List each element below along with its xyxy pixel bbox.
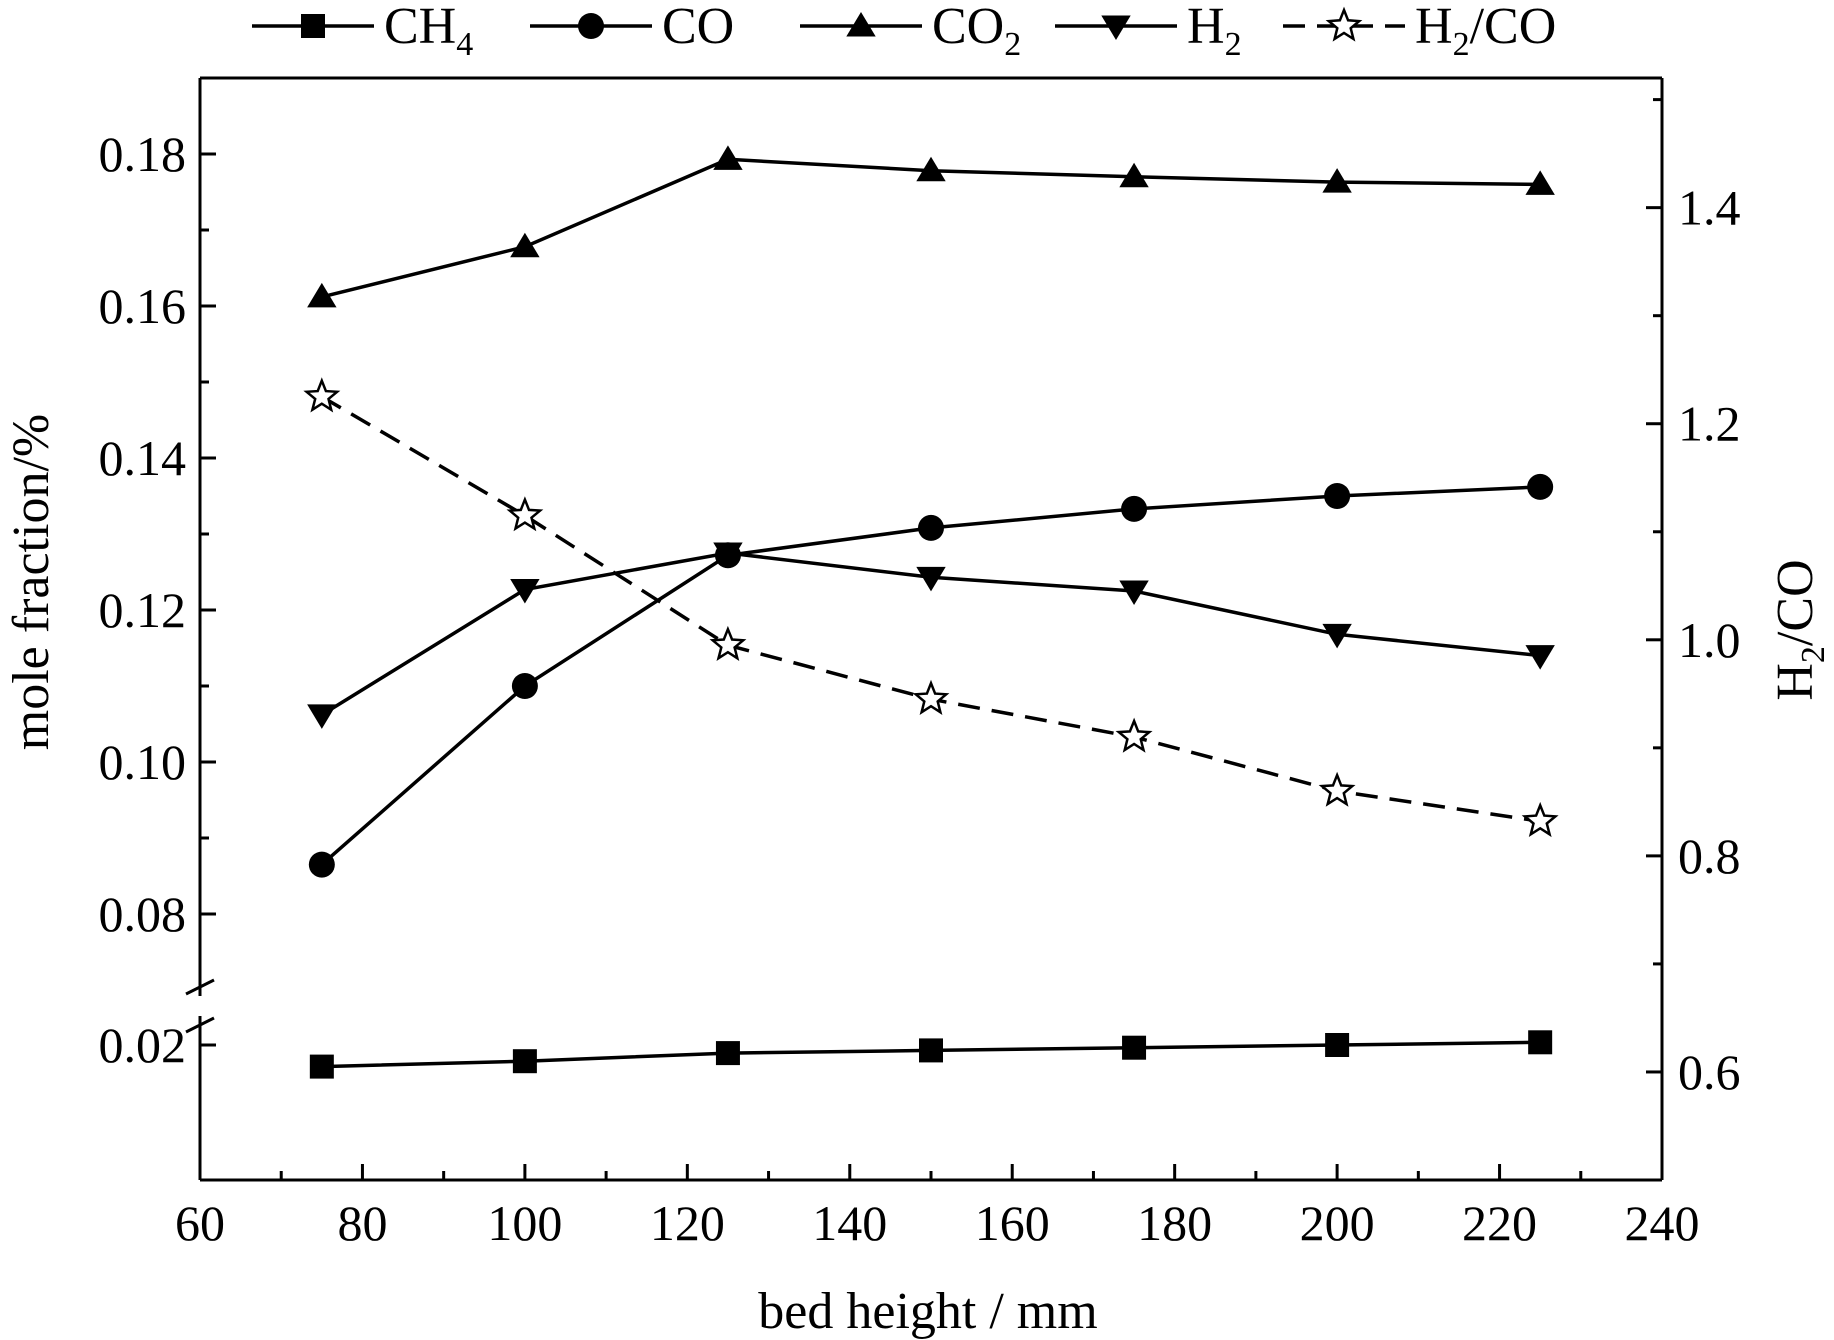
data-point [307, 282, 337, 308]
y-tick-label: 0.10 [99, 734, 187, 790]
data-point [1528, 1030, 1553, 1055]
data-point [512, 1049, 537, 1074]
legend-label-sub: 4 [456, 26, 473, 63]
data-point [918, 514, 944, 541]
y2-tick-label: 1.0 [1678, 612, 1741, 668]
data-point [511, 673, 538, 699]
data-point [1122, 1035, 1147, 1060]
data-point [1521, 801, 1559, 838]
legend-item: CH4 [252, 0, 473, 63]
legend-label-sub: 2 [1453, 26, 1470, 63]
data-point [713, 145, 743, 170]
legend-label: CO2 [932, 0, 1021, 63]
y-tick-label: 0.16 [99, 278, 187, 334]
y2-axis-label-tail: /CO [1767, 559, 1824, 646]
axis-break-mark [185, 1016, 215, 1034]
y2-tick-label: 0.6 [1678, 1044, 1741, 1100]
x-tick-label: 160 [975, 1195, 1050, 1251]
data-point [1121, 495, 1148, 522]
data-point [510, 578, 540, 604]
y-tick-label: 0.02 [99, 1017, 187, 1073]
legend-label-main: CO [662, 0, 734, 55]
series-layer [303, 145, 1559, 1079]
data-point [709, 625, 747, 661]
data-point [307, 704, 337, 729]
data-point [1119, 162, 1149, 188]
y-tick-label: 0.18 [99, 126, 187, 182]
legend-item: CO [530, 0, 734, 55]
data-point [303, 377, 341, 413]
data-point [308, 851, 335, 878]
x-tick-label: 100 [487, 1195, 562, 1251]
legend-label-main: H [1415, 0, 1453, 55]
data-point [1322, 623, 1352, 649]
legend-marker [846, 12, 876, 37]
y-axis-label: mole fraction/% [3, 414, 60, 750]
legend-marker [301, 14, 325, 38]
legend-item: H2/CO [1283, 0, 1556, 63]
x-tick-label: 140 [812, 1195, 887, 1251]
data-point [1325, 1033, 1350, 1057]
series-h2 [307, 542, 1555, 729]
y-tick-label: 0.08 [99, 886, 187, 942]
legend-marker [1325, 6, 1363, 42]
series-co2 [307, 145, 1555, 308]
data-point [1527, 473, 1554, 500]
y2-tick-label: 1.2 [1678, 396, 1741, 452]
data-point [506, 496, 544, 532]
y2-axis-label-sub: 2 [1795, 646, 1832, 663]
y-tick-label: 0.14 [99, 430, 187, 486]
x-tick-label: 220 [1462, 1195, 1537, 1251]
legend-item: CO2 [800, 0, 1021, 63]
x-tick-label: 180 [1137, 1195, 1212, 1251]
data-point [713, 542, 743, 567]
x-axis-label: bed height / mm [758, 1283, 1097, 1340]
legend-label-main: H [1187, 0, 1225, 55]
legend-label-tail: /CO [1470, 0, 1557, 55]
legend-label-sub: 2 [1004, 26, 1021, 63]
x-tick-label: 60 [175, 1195, 225, 1251]
data-point [1318, 771, 1356, 807]
data-point [1119, 580, 1149, 605]
data-point [912, 679, 950, 715]
legend-item: H2 [1055, 0, 1242, 63]
legend-label: CH4 [384, 0, 473, 63]
data-point [1525, 170, 1555, 195]
legend-label: H2 [1187, 0, 1242, 63]
data-point [919, 1038, 943, 1063]
legend-label-sub: 2 [1225, 26, 1242, 63]
y-tick-label: 0.12 [99, 582, 187, 638]
y2-axis-label-main: H [1767, 663, 1824, 701]
series-h2-co [303, 377, 1559, 838]
series-ch4 [309, 1030, 1553, 1079]
legend: CH4 CO CO2 H2 H2/CO [252, 0, 1556, 63]
x-tick-label: 240 [1625, 1195, 1700, 1251]
y2-tick-label: 1.4 [1678, 180, 1741, 236]
legend-label: CO [662, 0, 734, 55]
data-point [1322, 168, 1352, 193]
axis-break-mark [185, 978, 215, 996]
legend-label-main: CO [932, 0, 1004, 55]
x-tick-label: 80 [337, 1195, 387, 1251]
legend-label: H2/CO [1415, 0, 1556, 63]
x-tick-label: 120 [650, 1195, 725, 1251]
data-point [916, 156, 946, 182]
x-tick-label: 200 [1300, 1195, 1375, 1251]
legend-label-main: CH [384, 0, 456, 55]
data-point [715, 1041, 740, 1066]
legend-marker [578, 13, 604, 39]
data-point [1324, 483, 1351, 509]
data-point [309, 1054, 334, 1079]
data-point [510, 232, 540, 258]
data-point [1525, 645, 1555, 670]
data-point [916, 566, 946, 592]
axis-layer: 60 80 100 120 140 160 180 200 220 240 0.08 0.10 0.12… [99, 76, 1741, 1251]
legend-marker [1101, 15, 1131, 40]
y2-tick-label: 0.8 [1678, 828, 1741, 884]
data-point [1115, 717, 1153, 753]
y2-axis-label: H2/CO [1767, 559, 1832, 700]
